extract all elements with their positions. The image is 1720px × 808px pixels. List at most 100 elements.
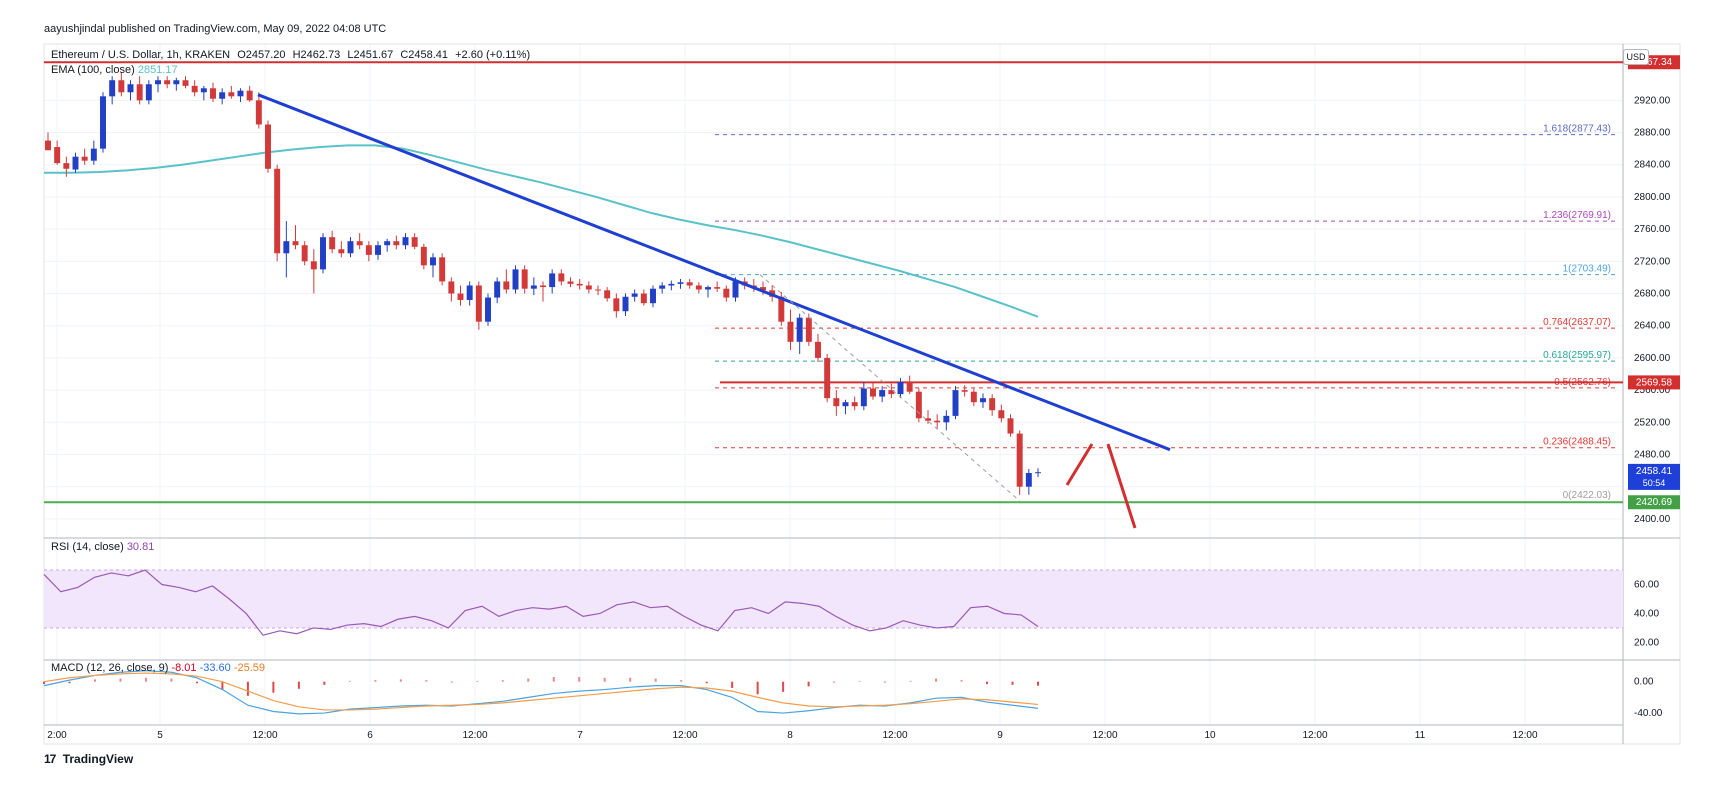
candle-body <box>906 382 913 392</box>
rsi-line <box>43 569 1039 636</box>
chart-frame <box>43 43 1681 745</box>
candle-body <box>219 92 226 99</box>
price-tag <box>1628 495 1680 510</box>
candle-body <box>127 84 134 93</box>
price-tick-label: 2920.00 <box>1634 95 1671 106</box>
candle-body <box>915 391 922 419</box>
candle-body <box>650 288 656 304</box>
rsi-legend[interactable]: RSI (14, close) 30.81 <box>51 541 154 553</box>
price-tick-label: 2760.00 <box>1634 224 1671 235</box>
candle-body <box>439 257 446 282</box>
currency-badge[interactable]: USD <box>1623 49 1649 65</box>
time-tick-label: 12:00 <box>462 730 487 741</box>
tradingview-logo-icon: 17 <box>44 752 56 766</box>
rsi-value: 30.81 <box>126 541 155 553</box>
candle-body <box>1016 433 1023 487</box>
candle-body <box>879 390 886 397</box>
symbol-title: Ethereum / U.S. Dollar, 1h, KRAKEN <box>51 49 231 61</box>
candle-body <box>457 293 464 300</box>
candle-body <box>659 285 666 289</box>
fib-level-label: 0.236(2488.45) <box>1543 437 1611 448</box>
candle-body <box>686 282 693 286</box>
candle-body <box>613 298 620 312</box>
candle-body <box>870 388 876 397</box>
candle-body <box>604 290 611 299</box>
ohlc-close: C2458.41 <box>400 49 449 61</box>
candle-body <box>164 80 171 85</box>
candle-body <box>925 418 931 421</box>
candle-body <box>897 382 904 395</box>
candle-body <box>640 293 647 304</box>
candle-body <box>411 237 418 247</box>
candle-body <box>100 96 106 149</box>
candle-body <box>934 420 941 423</box>
fib-level-label: 0(2422.03) <box>1563 490 1611 501</box>
time-tick-label: 6 <box>367 730 373 741</box>
price-tick-label: 2400.00 <box>1634 514 1671 525</box>
ema-line <box>44 144 1039 318</box>
time-tick-label: 7 <box>577 730 583 741</box>
candle-body <box>952 390 959 416</box>
drawings <box>257 93 1171 529</box>
macd-panel: 0.00 -40.00 <box>43 670 1663 719</box>
candle-body <box>136 84 143 101</box>
candle-body <box>714 287 721 289</box>
ohlc-high: H2462.73 <box>292 49 341 61</box>
candle-body <box>466 285 473 300</box>
price-tick-label: 2680.00 <box>1634 289 1671 300</box>
fib-anchor-line <box>759 274 1021 502</box>
ema-100-line <box>44 144 1039 318</box>
candle-body <box>631 293 638 297</box>
ema-legend[interactable]: EMA (100, close) 2851.17 <box>51 64 178 76</box>
candle-body <box>585 285 592 290</box>
candle-body <box>567 281 574 284</box>
candle-body <box>503 281 510 290</box>
projection-down-stroke <box>1106 443 1137 529</box>
projection-up-stroke <box>1065 443 1094 486</box>
fib-level-label: 0.618(2595.97) <box>1543 350 1611 361</box>
candle-body <box>430 257 436 266</box>
price-tick-label: 2880.00 <box>1634 128 1671 139</box>
macd-value-3: -25.59 <box>233 662 266 674</box>
candle-body <box>842 402 849 407</box>
price-tick-label: 2640.00 <box>1634 321 1671 332</box>
candle-body <box>320 237 326 270</box>
candle-body <box>833 398 840 407</box>
price-tag <box>1628 375 1680 390</box>
candle-body <box>805 317 812 342</box>
rsi-tick-label: 20.00 <box>1634 637 1659 648</box>
ohlc-open: O2457.20 <box>237 49 286 61</box>
time-tick-label: 9 <box>997 730 1003 741</box>
candle-body <box>182 80 189 86</box>
candle-body <box>329 237 336 250</box>
tradingview-footer[interactable]: 17 TradingView <box>44 752 133 766</box>
macd-line <box>43 670 1039 715</box>
macd-legend[interactable]: MACD (12, 26, close, 9) -8.01 -33.60 -25… <box>51 662 265 674</box>
panels <box>43 43 1681 745</box>
candle-body <box>310 261 317 270</box>
time-tick-label: 10 <box>1204 730 1216 741</box>
candle-body <box>210 88 216 99</box>
candle-body <box>622 296 629 312</box>
candle-body <box>301 245 308 262</box>
price-tick-label: 2840.00 <box>1634 160 1671 171</box>
fibonacci-levels: 1.618(2877.43) 1.236(2769.91) 1(2703.49) 0.… <box>715 124 1615 501</box>
candle-body <box>338 249 345 254</box>
candle-body <box>989 398 996 411</box>
price-axis: 2920.00 2880.00 2840.00 2800.00 2760.00 2720.… <box>1628 55 1680 525</box>
price-tag <box>1628 463 1680 490</box>
candle-body <box>576 283 583 286</box>
candle-body <box>723 288 730 298</box>
price-tag-label: 2458.41 <box>1636 466 1673 477</box>
candle-body <box>365 245 372 255</box>
rsi-tick-label: 60.00 <box>1634 580 1659 591</box>
rsi-band <box>44 570 1623 628</box>
candle-body <box>72 156 79 170</box>
price-tick-label: 2600.00 <box>1634 353 1671 364</box>
price-tick-label: 2520.00 <box>1634 417 1671 428</box>
candle-body <box>540 285 546 288</box>
time-axis: 2:00 5 12:00 6 12:00 7 12:00 8 12:00 9 12:00 10 12:0… <box>47 730 1538 741</box>
horizontal-lines <box>44 61 1623 504</box>
candle-body <box>402 237 409 246</box>
